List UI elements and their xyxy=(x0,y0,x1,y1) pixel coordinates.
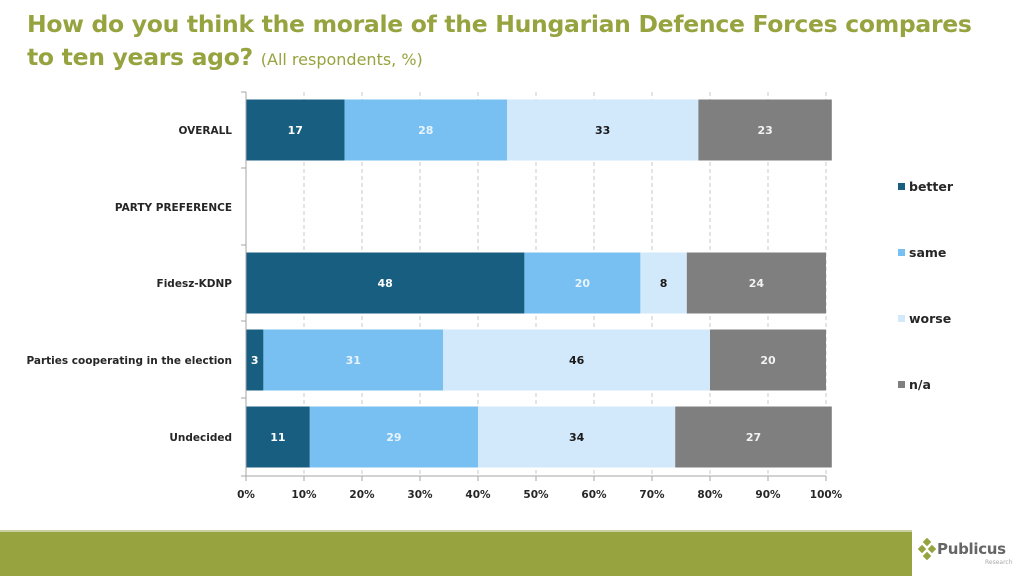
bar-segment-na xyxy=(710,329,826,391)
logo-subtitle: Research xyxy=(985,559,1013,566)
bar-segment-better xyxy=(246,329,264,391)
bar-segment-same xyxy=(263,329,444,391)
x-tick-label: 30% xyxy=(407,489,433,501)
axes xyxy=(241,91,827,481)
data-label: 3 xyxy=(251,354,259,367)
title-subtitle: (All respondents, %) xyxy=(260,50,423,69)
bar-segment-worse xyxy=(640,252,687,314)
bar-segment-na xyxy=(698,99,832,161)
x-tick-label: 100% xyxy=(810,489,843,501)
bar-segment-worse xyxy=(478,406,676,468)
legend-swatch xyxy=(898,183,905,190)
legend-label: same xyxy=(909,245,946,260)
data-label: 34 xyxy=(569,431,585,444)
x-tick-label: 10% xyxy=(291,489,317,501)
data-label: 8 xyxy=(660,277,668,290)
x-tick-label: 40% xyxy=(465,489,491,501)
bar-segment-same xyxy=(344,99,507,161)
data-label: 24 xyxy=(749,277,765,290)
legend-label: better xyxy=(909,179,954,194)
data-label: 23 xyxy=(757,124,772,137)
data-label: 29 xyxy=(386,431,401,444)
data-label: 48 xyxy=(378,277,393,290)
title-main-line2: to ten years ago? xyxy=(27,43,253,71)
data-label: 46 xyxy=(569,354,585,367)
x-tick-label: 60% xyxy=(581,489,607,501)
data-label: 28 xyxy=(418,124,433,137)
bar-segment-same xyxy=(524,252,641,314)
data-label: 20 xyxy=(760,354,776,367)
bars: 17 28 33 23 48 20 8 24 3 31 46 20 11 29 34 27 xyxy=(246,99,832,468)
logo-name: Publicus xyxy=(937,540,1006,558)
bar-segment-same xyxy=(309,406,478,468)
data-label: 20 xyxy=(575,277,591,290)
data-label: 33 xyxy=(595,124,610,137)
logo-container xyxy=(912,530,1024,576)
tick-labels: 0% 10% 20% 30% 40% 50% 60% 70% 80% 90% 100% xyxy=(237,489,843,501)
category-label: OVERALL xyxy=(178,125,232,137)
data-label: 27 xyxy=(746,431,761,444)
chart-title: How do you think the morale of the Hunga… xyxy=(27,8,1007,76)
category-label: PARTY PREFERENCE xyxy=(115,202,232,214)
data-label: 17 xyxy=(288,124,303,137)
category-label: Undecided xyxy=(169,432,232,444)
category-label: Fidesz-KDNP xyxy=(157,278,233,290)
category-labels: OVERALL PARTY PREFERENCE Fidesz-KDNP Partie… xyxy=(26,125,232,444)
legend-swatch xyxy=(898,315,905,322)
legend: better same worse n/a xyxy=(898,179,954,392)
bar-segment-worse xyxy=(507,99,699,161)
x-tick-label: 70% xyxy=(639,489,665,501)
bar-segment-better xyxy=(246,99,345,161)
title-main-line1: How do you think the morale of the Hunga… xyxy=(27,10,972,38)
footer-bar xyxy=(0,530,1024,576)
x-tick-label: 0% xyxy=(237,489,255,501)
bar-segment-better xyxy=(246,406,310,468)
publicus-logo-icon xyxy=(917,538,937,561)
x-tick-label: 50% xyxy=(523,489,549,501)
x-tick-label: 20% xyxy=(349,489,375,501)
bar-segment-na xyxy=(675,406,832,468)
bar-segment-better xyxy=(246,252,525,314)
legend-label: worse xyxy=(909,311,951,326)
legend-swatch xyxy=(898,249,905,256)
data-label: 11 xyxy=(270,431,285,444)
legend-swatch xyxy=(898,381,905,388)
bar-segment-worse xyxy=(443,329,710,391)
bar-segment-na xyxy=(686,252,826,314)
x-tick-label: 90% xyxy=(755,489,781,501)
data-label: 31 xyxy=(346,354,361,367)
category-label: Parties cooperating in the election xyxy=(26,355,232,367)
x-tick-label: 80% xyxy=(697,489,723,501)
legend-label: n/a xyxy=(909,377,931,392)
